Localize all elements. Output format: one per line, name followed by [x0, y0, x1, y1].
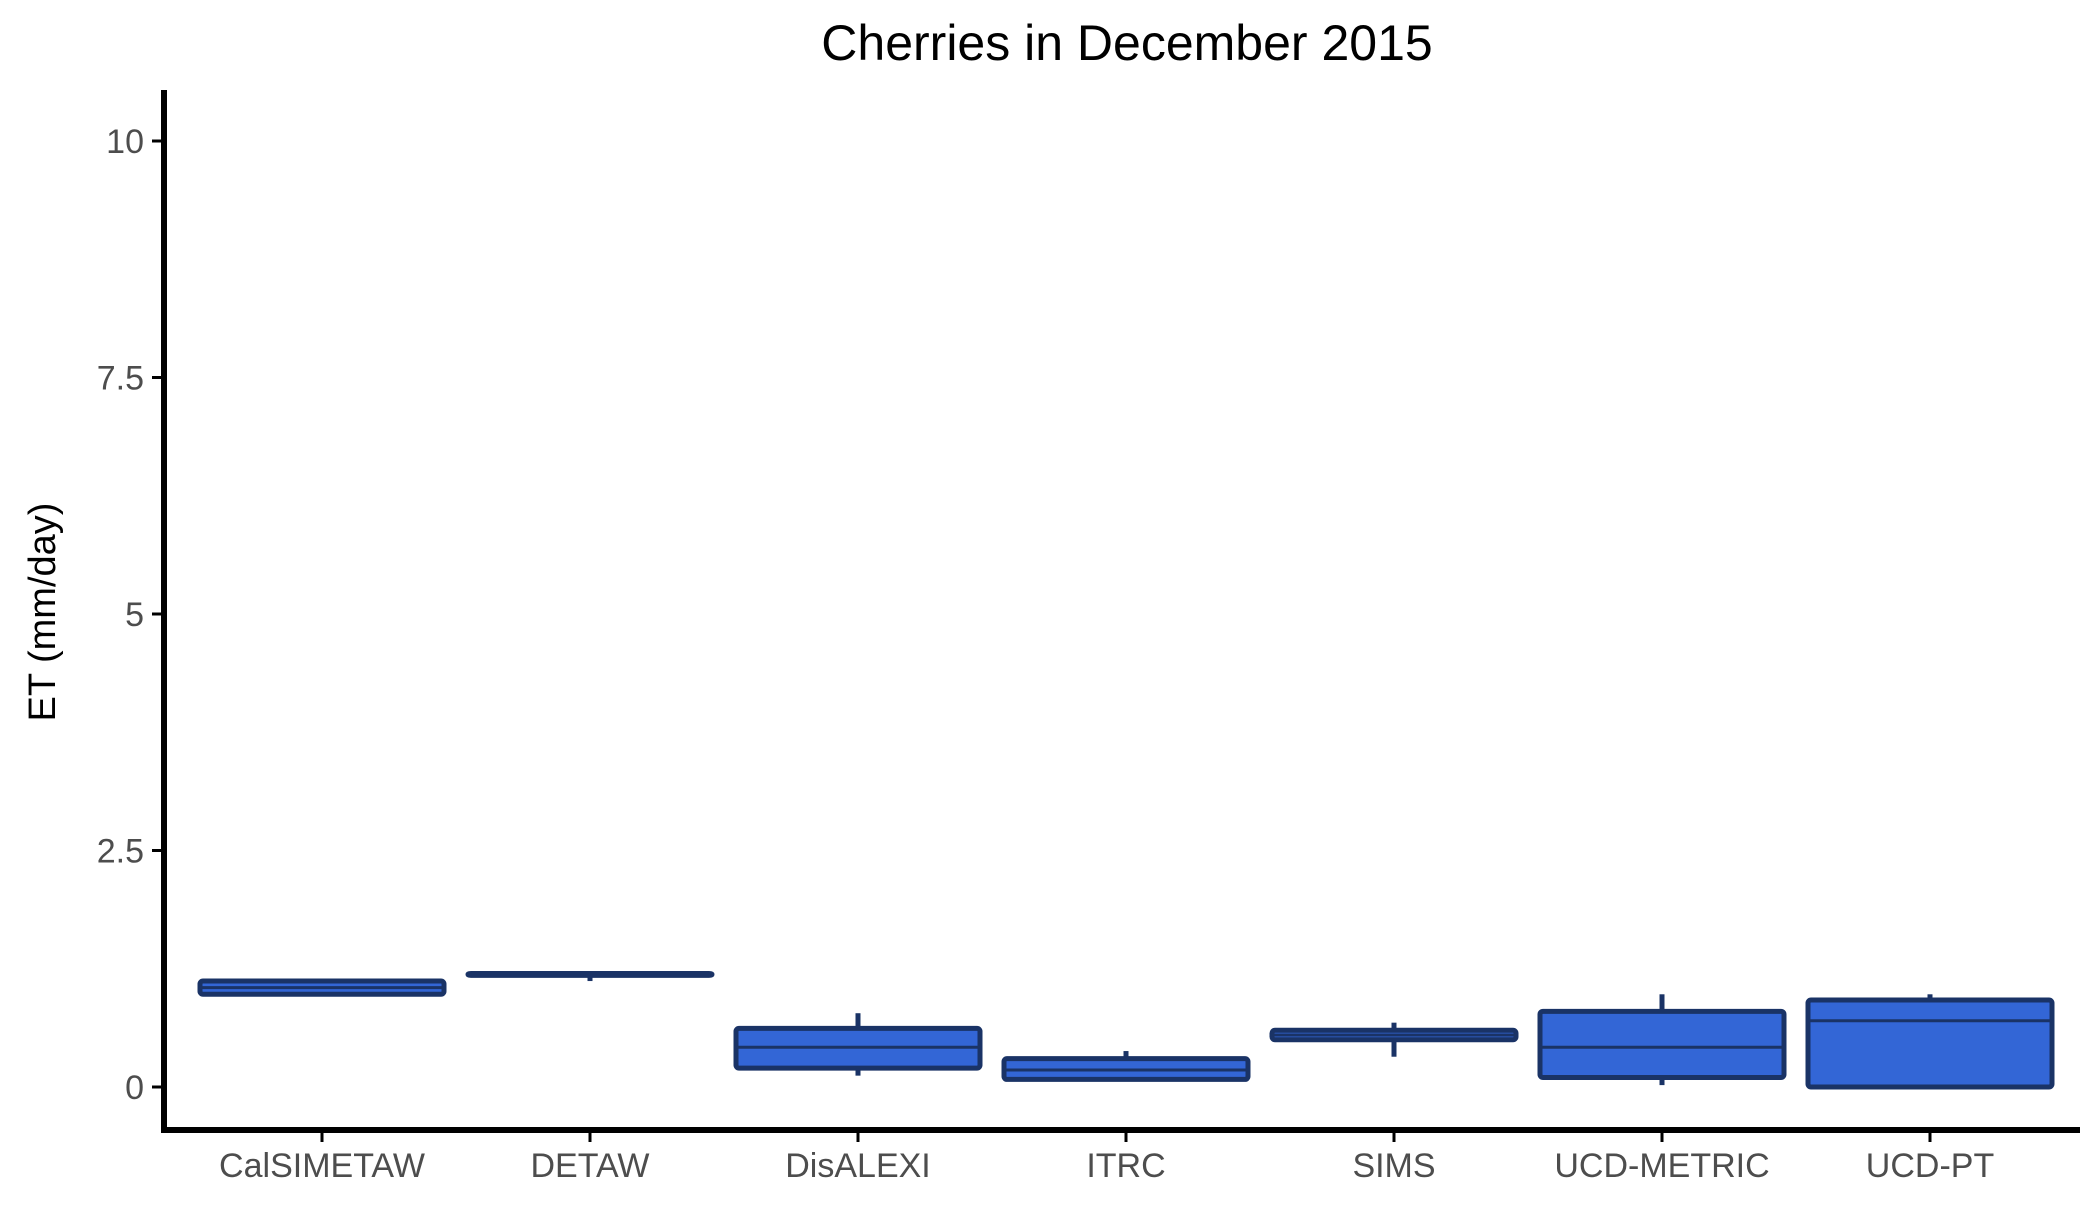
- x-tick-label: SIMS: [1352, 1147, 1435, 1185]
- x-tick-label: CalSIMETAW: [219, 1147, 425, 1185]
- x-tick-label: ITRC: [1086, 1147, 1165, 1185]
- y-tick-label: 7.5: [97, 360, 144, 398]
- y-tick-label: 5: [125, 596, 144, 634]
- y-tick-label: 0: [125, 1069, 144, 1107]
- x-tick-label: UCD-METRIC: [1554, 1147, 1769, 1185]
- x-tick-label: DETAW: [531, 1147, 650, 1185]
- chart-title: Cherries in December 2015: [821, 15, 1432, 71]
- x-tick-label: UCD-PT: [1866, 1147, 1994, 1185]
- y-axis-label: ET (mm/day): [22, 503, 64, 722]
- box: [1805, 997, 2055, 1090]
- x-tick-label: DisALEXI: [785, 1147, 931, 1185]
- y-tick-label: 2.5: [97, 833, 144, 871]
- y-tick-label: 10: [106, 123, 144, 161]
- box: [1537, 1008, 1787, 1081]
- plot-area: 0 2.5 5 7.5 10 CalSIMETAW DETAW DisALEXI ITRC SIM…: [97, 90, 2080, 1185]
